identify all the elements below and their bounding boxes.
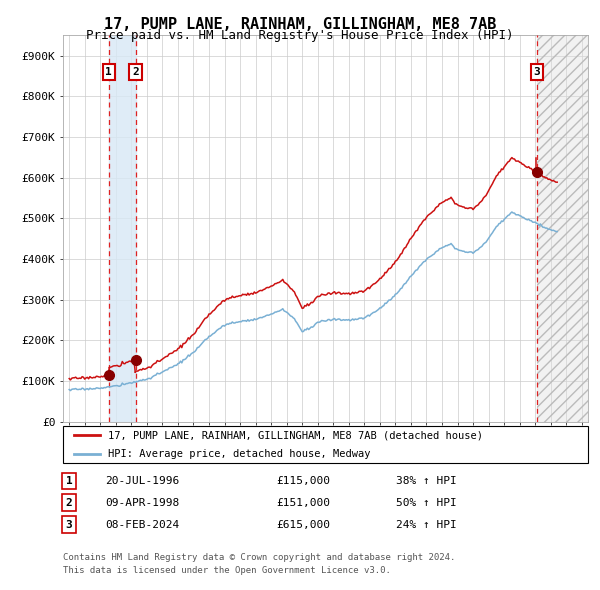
Text: 3: 3 <box>533 67 540 77</box>
Text: 1: 1 <box>106 67 112 77</box>
Text: 2: 2 <box>65 498 73 507</box>
Text: Price paid vs. HM Land Registry's House Price Index (HPI): Price paid vs. HM Land Registry's House … <box>86 30 514 42</box>
Text: 3: 3 <box>65 520 73 529</box>
Text: 50% ↑ HPI: 50% ↑ HPI <box>396 498 457 507</box>
Text: 38% ↑ HPI: 38% ↑ HPI <box>396 476 457 486</box>
Text: £615,000: £615,000 <box>276 520 330 529</box>
Text: This data is licensed under the Open Government Licence v3.0.: This data is licensed under the Open Gov… <box>63 566 391 575</box>
Text: Contains HM Land Registry data © Crown copyright and database right 2024.: Contains HM Land Registry data © Crown c… <box>63 553 455 562</box>
Text: 08-FEB-2024: 08-FEB-2024 <box>105 520 179 529</box>
Text: £151,000: £151,000 <box>276 498 330 507</box>
Text: 2: 2 <box>132 67 139 77</box>
Bar <box>537 35 588 422</box>
Text: HPI: Average price, detached house, Medway: HPI: Average price, detached house, Medw… <box>107 449 370 459</box>
FancyBboxPatch shape <box>63 426 588 463</box>
Text: 20-JUL-1996: 20-JUL-1996 <box>105 476 179 486</box>
Bar <box>537 35 588 422</box>
Text: 17, PUMP LANE, RAINHAM, GILLINGHAM, ME8 7AB (detached house): 17, PUMP LANE, RAINHAM, GILLINGHAM, ME8 … <box>107 430 482 440</box>
Bar <box>109 35 136 422</box>
Text: 17, PUMP LANE, RAINHAM, GILLINGHAM, ME8 7AB: 17, PUMP LANE, RAINHAM, GILLINGHAM, ME8 … <box>104 17 496 31</box>
Text: 09-APR-1998: 09-APR-1998 <box>105 498 179 507</box>
Text: 1: 1 <box>65 476 73 486</box>
Text: £115,000: £115,000 <box>276 476 330 486</box>
Text: 24% ↑ HPI: 24% ↑ HPI <box>396 520 457 529</box>
